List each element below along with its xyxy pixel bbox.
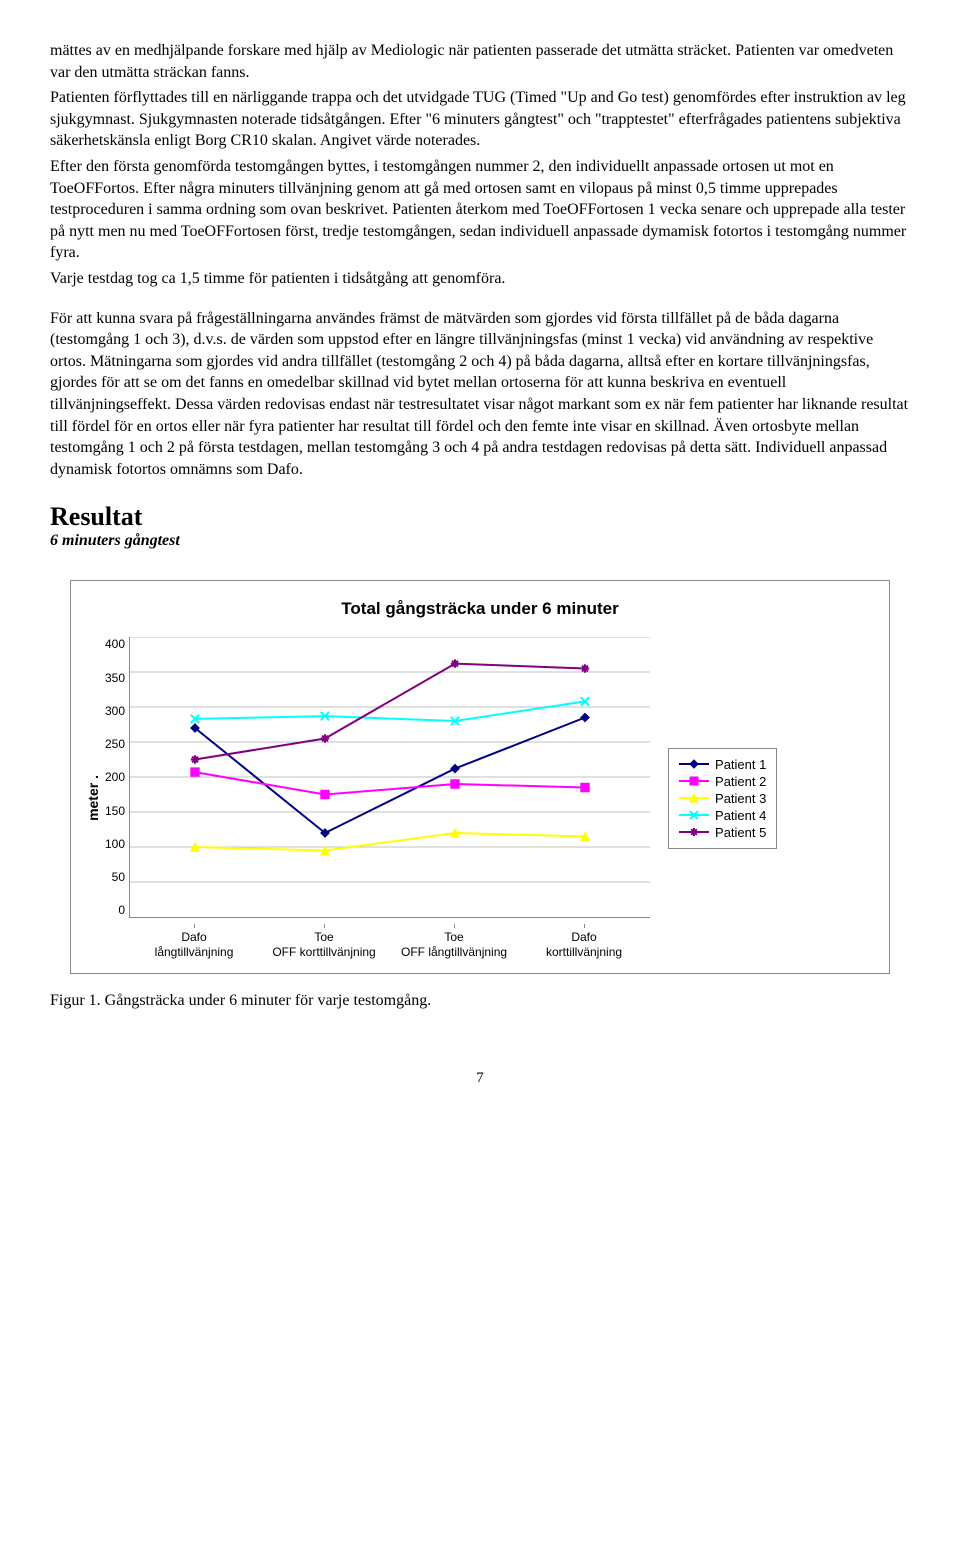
legend-row: Patient 2 (679, 774, 766, 789)
ytick-label: 350 (105, 671, 125, 685)
chart-ylabel: meter . (85, 775, 101, 821)
paragraph-3: Efter den första genomförda testomgången… (50, 156, 910, 264)
legend-label: Patient 3 (715, 791, 766, 806)
page-number: 7 (50, 1070, 910, 1087)
result-subheading: 6 minuters gångtest (50, 532, 910, 550)
legend-label: Patient 5 (715, 825, 766, 840)
xtick-label: Dafokorttillvänjning (519, 924, 649, 959)
ytick-label: 100 (105, 837, 125, 851)
ytick-label: 150 (105, 804, 125, 818)
legend-label: Patient 2 (715, 774, 766, 789)
chart-yticks: 400 350 300 250 200 150 100 50 0 (105, 637, 129, 917)
ytick-label: 200 (105, 770, 125, 784)
chart-xticks: DafolångtillvänjningToeOFF korttillvänjn… (129, 924, 649, 959)
legend-row: Patient 3 (679, 791, 766, 806)
paragraph-4: Varje testdag tog ca 1,5 timme för patie… (50, 268, 910, 290)
result-heading: Resultat (50, 502, 910, 532)
legend-label: Patient 1 (715, 757, 766, 772)
legend-row: Patient 4 (679, 808, 766, 823)
chart-legend: Patient 1 Patient 2 Patient 3 Patient 4 Pati… (668, 748, 777, 849)
ytick-label: 250 (105, 737, 125, 751)
ytick-label: 400 (105, 637, 125, 651)
xtick-label: ToeOFF långtillvänjning (389, 924, 519, 959)
chart-container: Total gångsträcka under 6 minuter meter … (70, 580, 890, 974)
figure-caption: Figur 1. Gångsträcka under 6 minuter för… (50, 992, 910, 1010)
paragraph-5: För att kunna svara på frågeställningarn… (50, 308, 910, 481)
ytick-label: 50 (105, 870, 125, 884)
legend-row: Patient 5 (679, 825, 766, 840)
paragraph-1: mättes av en medhjälpande forskare med h… (50, 40, 910, 83)
chart-plot-area (129, 637, 650, 918)
legend-row: Patient 1 (679, 757, 766, 772)
ytick-label: 300 (105, 704, 125, 718)
chart-title: Total gångsträcka under 6 minuter (85, 599, 875, 619)
legend-label: Patient 4 (715, 808, 766, 823)
ytick-label: 0 (105, 903, 125, 917)
xtick-label: ToeOFF korttillvänjning (259, 924, 389, 959)
xtick-label: Dafolångtillvänjning (129, 924, 259, 959)
paragraph-2: Patienten förflyttades till en närliggan… (50, 87, 910, 152)
